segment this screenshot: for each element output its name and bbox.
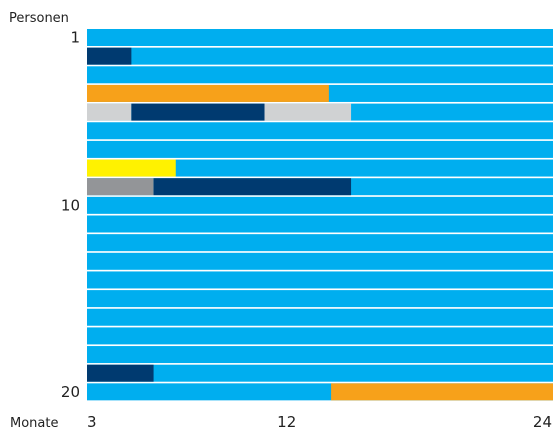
segment-person-2-1 bbox=[87, 47, 132, 65]
row-bar-person-16 bbox=[87, 308, 553, 326]
row-bar-person-15 bbox=[87, 290, 553, 308]
segment-person-4-1 bbox=[87, 84, 329, 102]
row-bar-person-17 bbox=[87, 327, 553, 345]
row-bar-person-18 bbox=[87, 346, 553, 364]
x-tick-label: 12 bbox=[277, 413, 296, 431]
y-tick-labels: 1 10 20 bbox=[61, 29, 80, 401]
segment-person-5-1 bbox=[87, 103, 132, 121]
segment-person-8-1 bbox=[87, 159, 176, 177]
row-bar-person-10 bbox=[87, 196, 553, 214]
row-bar-person-3 bbox=[87, 66, 553, 84]
segment-person-5-2 bbox=[131, 103, 265, 121]
row-bar-person-19 bbox=[87, 364, 553, 382]
row-bar-person-14 bbox=[87, 271, 553, 289]
row-bar-person-8 bbox=[87, 159, 553, 177]
y-tick-label: 10 bbox=[61, 196, 80, 214]
segment-person-5-3 bbox=[264, 103, 352, 121]
y-tick-label: 20 bbox=[61, 383, 80, 401]
row-bar-person-7 bbox=[87, 140, 553, 158]
row-bar-person-1 bbox=[87, 29, 553, 46]
x-tick-label: 3 bbox=[87, 413, 97, 431]
x-tick-labels: 3 12 24 bbox=[87, 413, 552, 431]
row-bar-person-12 bbox=[87, 234, 553, 252]
y-axis-title: Personen bbox=[9, 11, 69, 26]
segment-person-19-1 bbox=[87, 364, 154, 382]
row-bar-person-11 bbox=[87, 215, 553, 233]
segment-person-20-1 bbox=[331, 383, 553, 401]
row-bar-person-13 bbox=[87, 252, 553, 270]
y-tick-label: 1 bbox=[70, 29, 80, 47]
row-bar-person-2 bbox=[87, 47, 553, 65]
segment-person-9-2 bbox=[153, 178, 352, 196]
bars-layer bbox=[87, 29, 553, 401]
x-tick-label: 24 bbox=[533, 413, 552, 431]
segment-person-9-1 bbox=[87, 178, 154, 196]
x-axis-title: Monate bbox=[10, 416, 58, 431]
row-bar-person-6 bbox=[87, 122, 553, 140]
